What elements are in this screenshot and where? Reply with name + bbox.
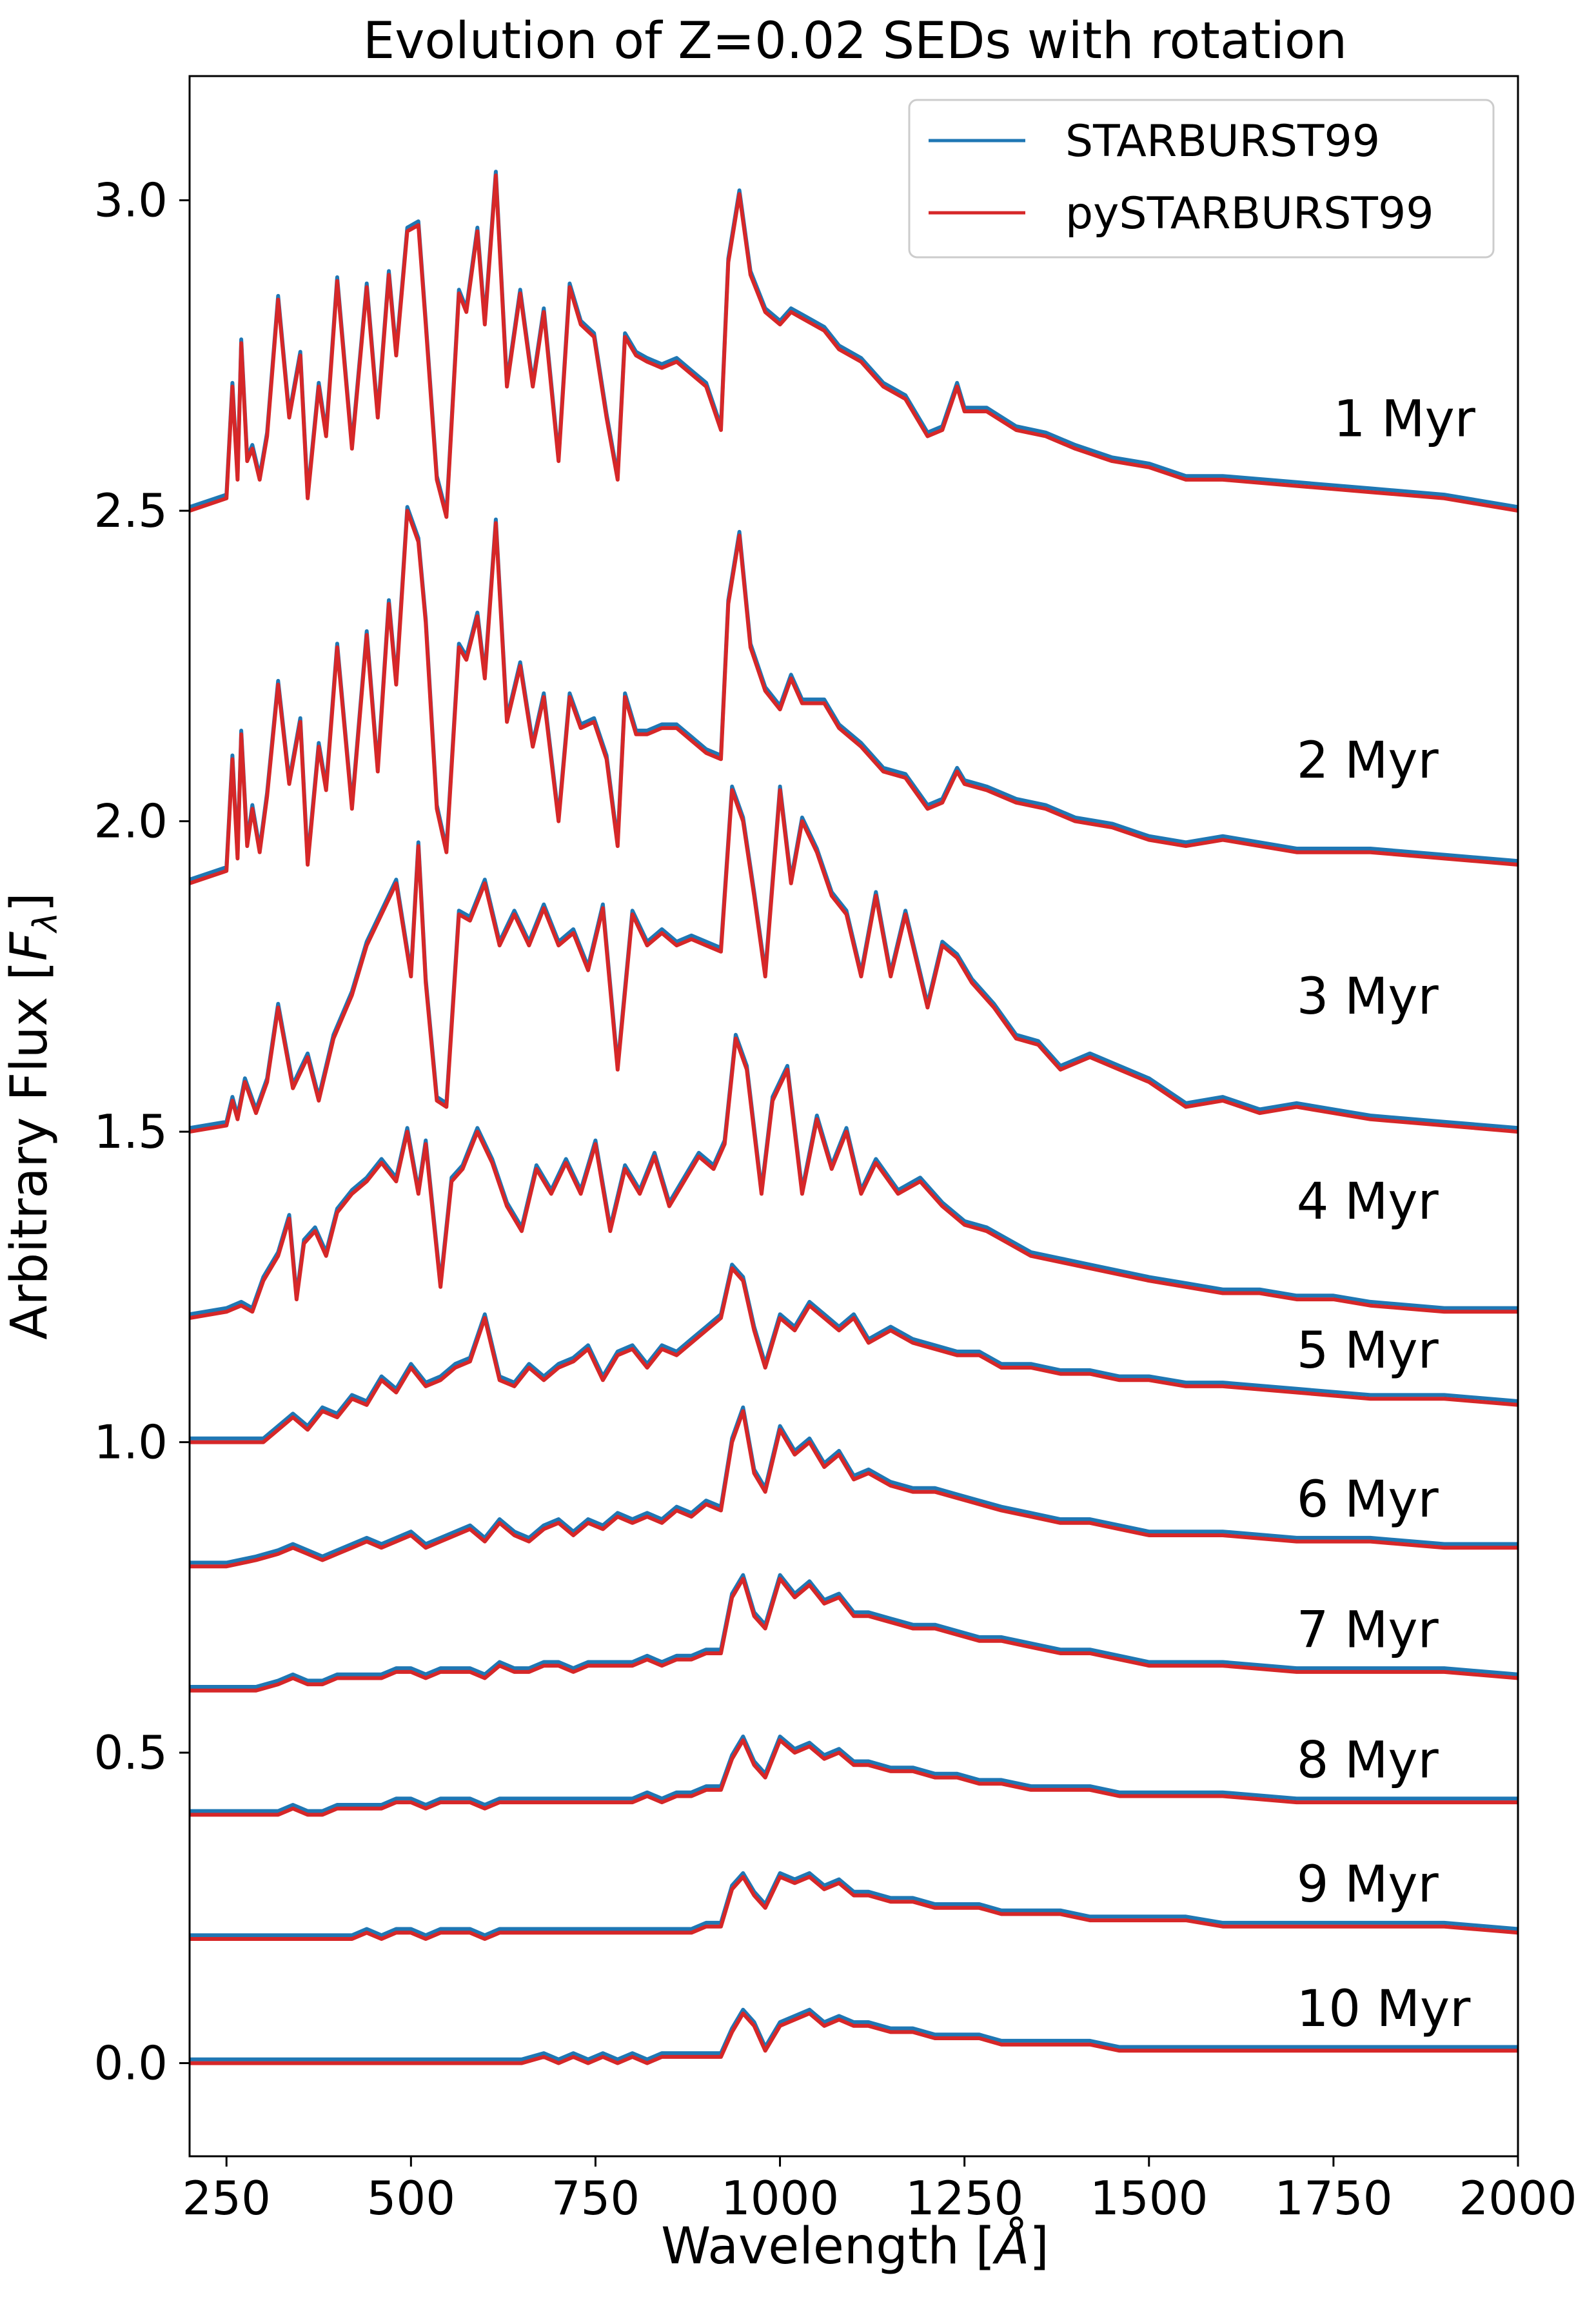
series-line-starburst99-6-myr [190,1405,1518,1565]
series-line-starburst99-8-myr [190,1735,1518,1813]
ticks-layer: 250 500 750 1000 1250 1500 1750 2000 0.0 0.5 1.0 1.… [94,173,1577,2225]
legend-label-pystarburst99: pySTARBURST99 [1065,188,1434,239]
series-line-starburst99-10-myr [190,2007,1518,2061]
series-line-pystarburst99-9-myr [190,1874,1519,1941]
age-label-5-myr: 5 Myr [1297,1322,1439,1380]
age-label-9-myr: 9 Myr [1297,1856,1439,1914]
series-line-pystarburst99-2-myr [189,509,1519,885]
series-line-pystarburst99-7-myr [190,1577,1519,1693]
y-tick-label: 1.0 [94,1415,168,1470]
x-tick-label: 500 [367,2171,455,2225]
x-axis-label: Wavelength [Å] [661,2216,1049,2276]
y-axis-label-close: ] [1,892,59,912]
x-tick-label: 1500 [1090,2171,1208,2225]
y-tick-label: 0.5 [94,1726,168,1780]
age-label-2-myr: 2 Myr [1297,732,1439,790]
chart-title: Evolution of Z=0.02 SEDs with rotation [363,12,1347,70]
series-line-starburst99-9-myr [190,1871,1519,1938]
x-tick-label: 1750 [1274,2171,1392,2225]
legend-label-starburst99: STARBURST99 [1065,116,1380,167]
x-tick-label: 1250 [905,2171,1023,2225]
series-layer [189,170,1519,2065]
y-tick-label: 2.5 [94,484,168,538]
y-tick-label: 0.0 [94,2036,168,2090]
age-label-8-myr: 8 Myr [1297,1732,1439,1790]
legend: STARBURST99 pySTARBURST99 [908,99,1495,259]
age-label-7-myr: 7 Myr [1297,1601,1439,1659]
age-label-4-myr: 4 Myr [1297,1173,1439,1231]
y-axis-label-text: Arbitrary Flux [ [1,961,59,1339]
x-tick-label: 1000 [721,2171,839,2225]
y-axis-label: Arbitrary Flux [Fλ] [1,892,65,1340]
y-axis-label-sub: λ [26,912,65,934]
x-axis-label-unit: Å [992,2216,1029,2276]
x-tick-label: 250 [182,2171,271,2225]
x-tick-label: 2000 [1459,2171,1577,2225]
series-line-pystarburst99-10-myr [190,2011,1518,2065]
y-axis-label-unit: F [1,931,59,961]
x-axis-label-close: ] [1029,2218,1049,2276]
plot-frame [188,75,1519,2158]
age-label-3-myr: 3 Myr [1297,968,1439,1026]
x-tick-label: 750 [551,2171,640,2225]
series-line-pystarburst99-8-myr [190,1738,1518,1817]
age-label-10-myr: 10 Myr [1297,1980,1472,2038]
series-line-pystarburst99-6-myr [190,1409,1518,1569]
series-line-starburst99-5-myr [190,1263,1519,1441]
series-line-pystarburst99-3-myr [189,788,1519,1134]
y-tick-label: 2.0 [94,794,168,849]
x-axis-label-text: Wavelength [ [661,2218,995,2276]
age-label-1-myr: 1 Myr [1334,391,1476,449]
age-label-6-myr: 6 Myr [1297,1471,1439,1529]
legend-box [908,99,1495,259]
series-line-pystarburst99-4-myr [189,1036,1518,1320]
series-line-pystarburst99-5-myr [190,1266,1519,1444]
y-tick-label: 1.5 [94,1105,168,1159]
y-tick-label: 3.0 [94,173,168,228]
age-label-layer: 1 Myr 2 Myr 3 Myr 4 Myr 5 Myr 6 Myr 7 Myr 8 Myr… [1297,391,1476,2038]
series-line-starburst99-7-myr [190,1573,1519,1689]
series-line-pystarburst99-1-myr [189,173,1519,519]
